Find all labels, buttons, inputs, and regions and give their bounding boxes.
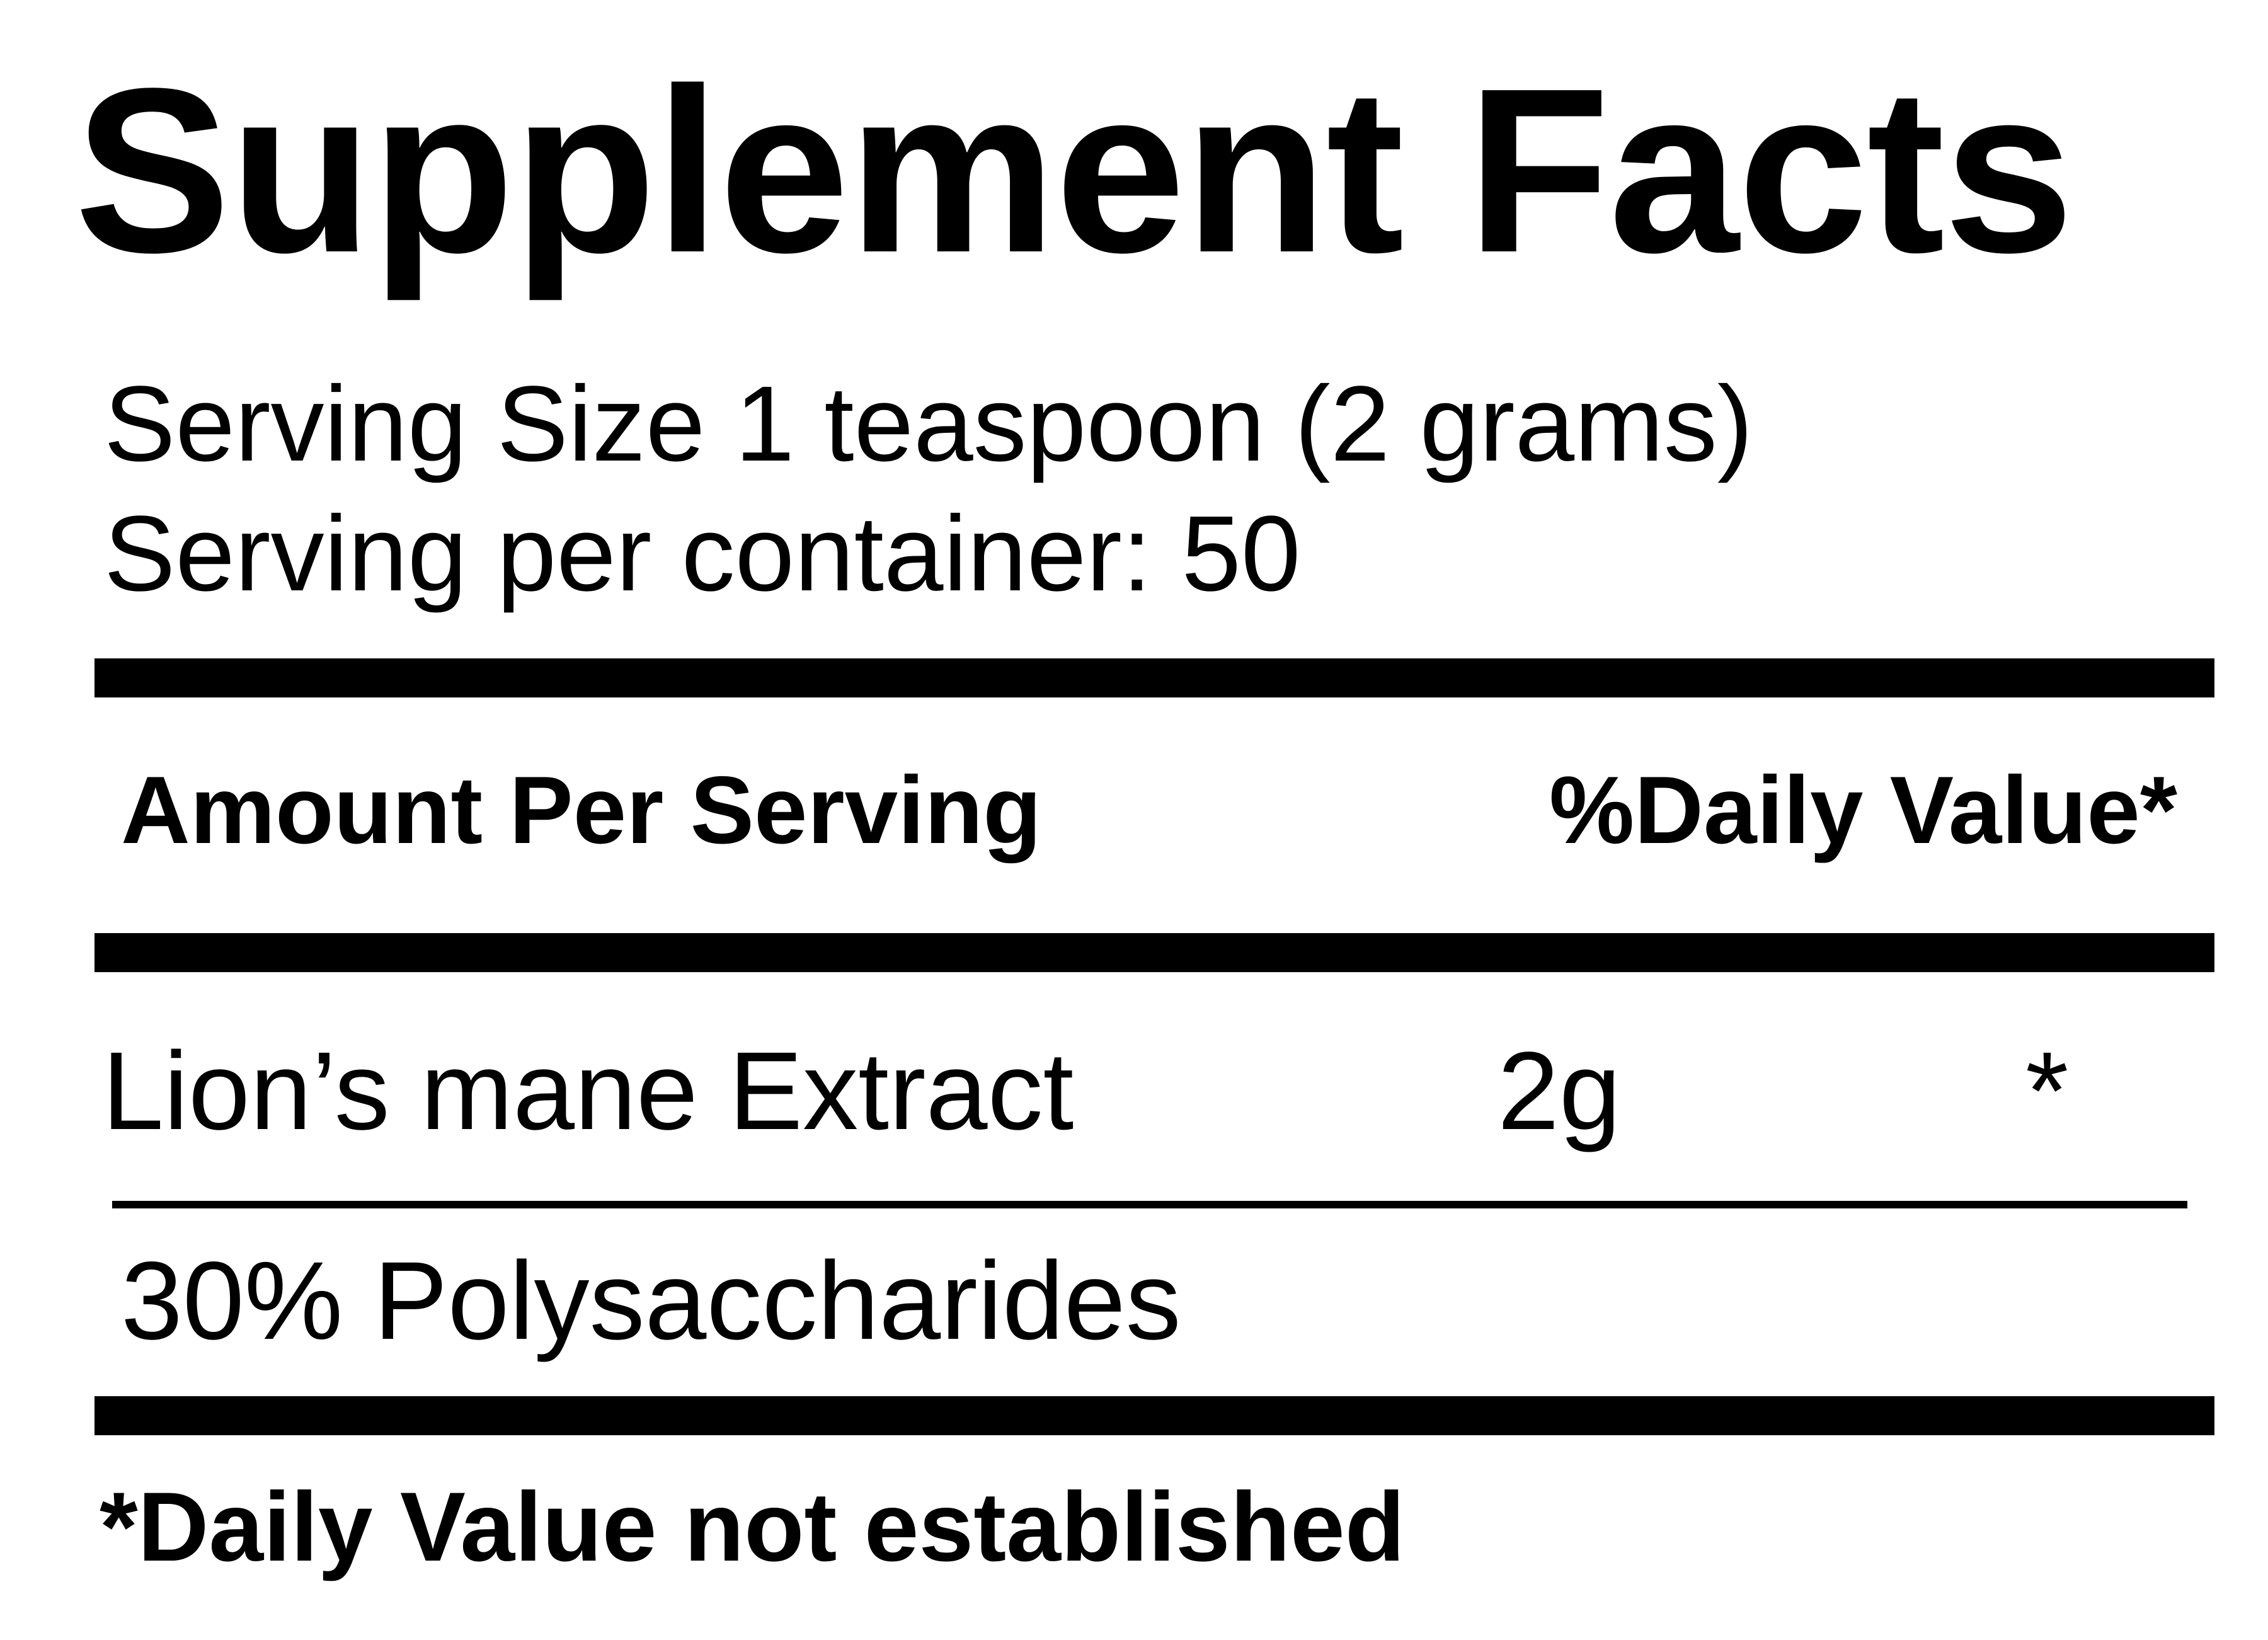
daily-value-header: %Daily Value*	[1549, 757, 2177, 864]
thin-rule	[112, 1201, 2187, 1208]
sub-ingredient-detail: 30% Polysaccharides	[121, 1239, 1181, 1363]
servings-per-container-line: Serving per container: 50	[104, 494, 1301, 614]
amount-per-serving-header: Amount Per Serving	[121, 757, 1042, 864]
daily-value-footnote: *Daily Value not established	[100, 1472, 1406, 1582]
top-thick-rule	[94, 658, 2214, 697]
serving-size-line: Serving Size 1 teaspoon (2 grams)	[104, 364, 1753, 484]
ingredient-name: Lion’s mane Extract	[102, 1029, 1074, 1153]
ingredient-daily-value-asterisk: *	[2025, 1029, 2069, 1153]
bottom-thick-rule	[94, 1396, 2214, 1435]
ingredient-amount: 2g	[1498, 1029, 1621, 1153]
label-title: Supplement Facts	[74, 39, 2074, 301]
header-bottom-thick-rule	[94, 933, 2214, 972]
